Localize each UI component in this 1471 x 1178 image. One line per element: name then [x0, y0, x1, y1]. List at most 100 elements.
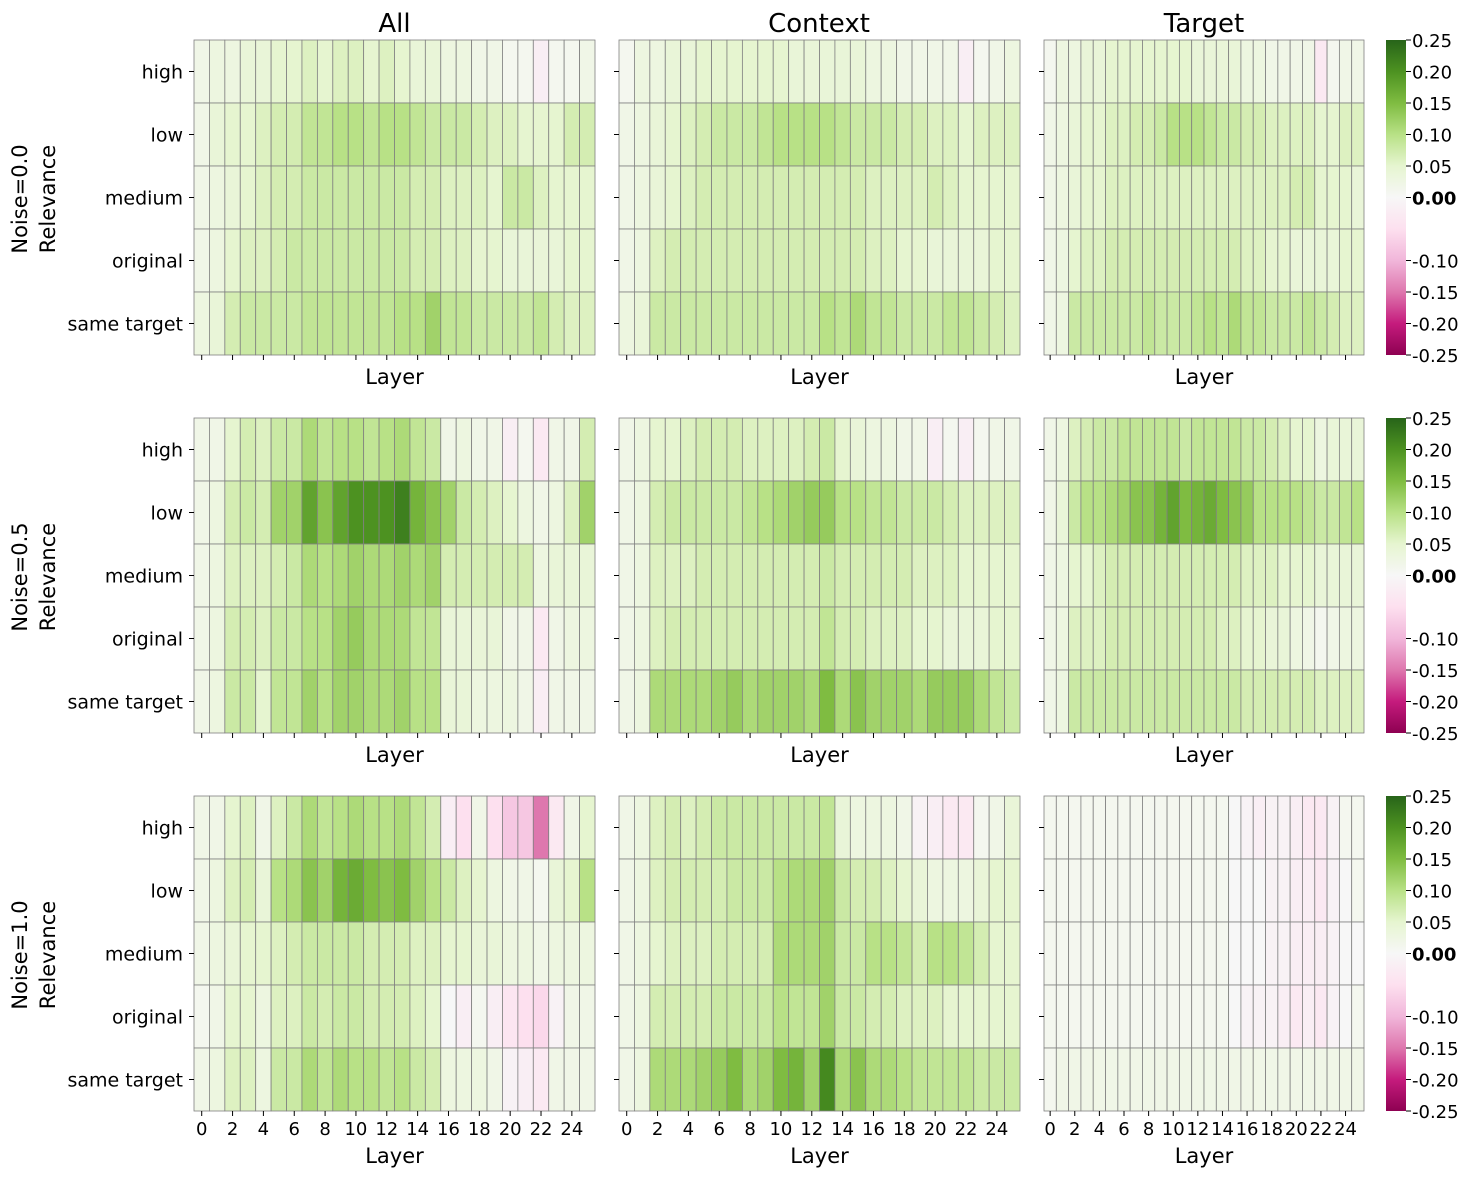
heatmap-cell [239, 39, 257, 104]
heatmap-cell [834, 291, 851, 356]
heatmap-cell [1240, 417, 1254, 482]
heatmap-cell [378, 858, 395, 923]
heatmap-cell [634, 543, 651, 608]
colorbar-tick-label: -0.10 [1412, 252, 1459, 273]
heatmap-cell [819, 921, 836, 986]
heatmap-cell [1265, 795, 1279, 860]
heatmap-cell [618, 228, 635, 293]
heatmap-cell [695, 984, 712, 1049]
heatmap-cell [502, 1047, 519, 1112]
heatmap-cell [517, 417, 534, 482]
heatmap-cell [911, 921, 928, 986]
heatmap-cell [209, 795, 226, 860]
heatmap-cell [757, 417, 774, 482]
heatmap-cell [316, 291, 334, 356]
heatmap-cell [634, 39, 651, 104]
heatmap-cell [695, 165, 712, 230]
heatmap-cell [316, 39, 334, 104]
heatmap-cell [347, 1047, 365, 1112]
heatmap-cell [224, 417, 241, 482]
heatmap-cell [1142, 795, 1156, 860]
heatmap-cell [1302, 606, 1316, 671]
heatmap-cell [1142, 102, 1156, 167]
heatmap-cell [880, 417, 898, 482]
heatmap-cell [695, 858, 712, 923]
heatmap-cell [347, 921, 365, 986]
heatmap-cell [772, 543, 790, 608]
heatmap-cell [1265, 480, 1279, 545]
heatmap-cell [471, 606, 488, 671]
heatmap-cell [1265, 1047, 1279, 1112]
x-tick-label: 22 [530, 1119, 553, 1140]
heatmap-cell [1203, 39, 1217, 104]
heatmap-cell [1338, 417, 1353, 482]
heatmap-cell [486, 921, 503, 986]
heatmap-cell [1228, 102, 1242, 167]
colorbar-tick-label: 0.15 [1412, 472, 1452, 493]
heatmap-cell [1043, 291, 1057, 356]
heatmap-cell [347, 543, 365, 608]
heatmap-cell [1105, 165, 1119, 230]
heatmap-cell [834, 543, 851, 608]
heatmap-cell [1117, 102, 1131, 167]
heatmap-cell [927, 795, 944, 860]
heatmap-cell [1004, 39, 1021, 104]
heatmap-cell [579, 417, 596, 482]
heatmap-cell [1240, 543, 1254, 608]
heatmap-cell [803, 921, 820, 986]
heatmap-cell [1043, 921, 1057, 986]
heatmap-cell [440, 102, 457, 167]
heatmap-cell [1277, 39, 1291, 104]
heatmap-cell [1142, 1047, 1156, 1112]
heatmap-cell [1228, 669, 1242, 734]
heatmap-cell [988, 543, 1005, 608]
heatmap-cell [471, 228, 488, 293]
heatmap-cell [1105, 480, 1119, 545]
heatmap-cell [193, 102, 210, 167]
heatmap-cell [548, 1047, 565, 1112]
heatmap-cell [711, 228, 728, 293]
heatmap-cell [1338, 606, 1353, 671]
heatmap-cell [1166, 102, 1180, 167]
heatmap-cell [834, 1047, 851, 1112]
heatmap-cell [209, 921, 226, 986]
heatmap-cell [517, 984, 534, 1049]
heatmap-cell [880, 921, 898, 986]
colorbar-tick-label: -0.10 [1412, 630, 1459, 651]
heatmap-cell [579, 984, 596, 1049]
heatmap-cell [424, 417, 442, 482]
heatmap-cell [409, 417, 426, 482]
heatmap-cell [486, 858, 503, 923]
heatmap-cell [741, 669, 759, 734]
row-label-noise-text: Noise=1.0 [8, 900, 32, 1009]
heatmap-cell [942, 669, 959, 734]
heatmap-cell [1068, 921, 1082, 986]
heatmap-cell [409, 291, 426, 356]
heatmap-cell [394, 228, 411, 293]
heatmap-cell [1117, 291, 1131, 356]
heatmap-cell [973, 417, 990, 482]
heatmap-cell [579, 543, 596, 608]
heatmap-cell [618, 543, 635, 608]
heatmap-cell [239, 228, 257, 293]
heatmap-cell [849, 543, 867, 608]
heatmap-cell [695, 795, 712, 860]
heatmap-cell [711, 102, 728, 167]
y-tick-label: high [142, 818, 183, 840]
heatmap-cell [1080, 39, 1094, 104]
heatmap-cell [502, 858, 519, 923]
heatmap-cell [1203, 1047, 1217, 1112]
heatmap-cell [711, 858, 728, 923]
heatmap-cell [618, 102, 635, 167]
heatmap-cell [1166, 165, 1180, 230]
heatmap-cell [803, 39, 820, 104]
heatmap-cell [255, 228, 272, 293]
heatmap-cell [1252, 39, 1266, 104]
heatmap-cell [942, 165, 959, 230]
heatmap-cell [548, 606, 565, 671]
x-tick-label: 12 [1186, 1119, 1209, 1140]
heatmap-cell [332, 228, 349, 293]
heatmap-cell [1338, 165, 1353, 230]
heatmap-cell [927, 291, 944, 356]
